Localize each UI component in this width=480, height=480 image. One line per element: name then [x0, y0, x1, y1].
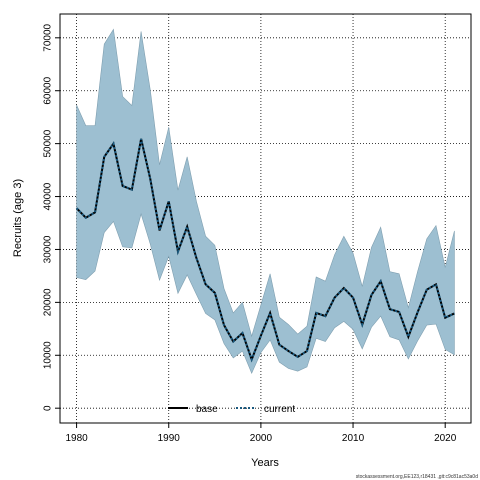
x-tick-label-2020: 2020 — [434, 433, 457, 444]
y-tick-label-60000: 60000 — [43, 76, 54, 104]
x-tick-label-1980: 1980 — [65, 433, 88, 444]
x-tick-label-2000: 2000 — [250, 433, 273, 444]
y-tick-label-70000: 70000 — [43, 23, 54, 51]
y-tick-label-40000: 40000 — [43, 182, 54, 210]
series-lines — [75, 138, 455, 363]
y-tick-label-50000: 50000 — [43, 129, 54, 157]
y-tick-label-20000: 20000 — [43, 288, 54, 316]
x-axis: 1980 1990 2000 2010 2020 — [65, 423, 457, 444]
x-axis-title: Years — [251, 457, 279, 469]
confidence-band — [76, 28, 455, 375]
y-tick-label-10000: 10000 — [43, 341, 54, 369]
y-axis-title: Recruits (age 3) — [12, 179, 24, 257]
series-line-current — [75, 138, 455, 363]
y-tick-label-30000: 30000 — [43, 235, 54, 263]
legend: base current — [168, 404, 295, 415]
y-axis: 0 10000 20000 30000 40000 50000 60000 70000 — [43, 23, 60, 411]
y-tick-label-0: 0 — [43, 405, 54, 411]
confidence-band-area — [76, 28, 455, 375]
legend-label-current: current — [264, 404, 295, 415]
plot-frame — [59, 13, 472, 424]
watermark: stockassessment.org,EE123,r18431 ,git:c9… — [356, 474, 479, 480]
x-tick-label-1990: 1990 — [158, 433, 181, 444]
legend-label-base: base — [196, 404, 218, 415]
x-tick-label-2010: 2010 — [342, 433, 365, 444]
